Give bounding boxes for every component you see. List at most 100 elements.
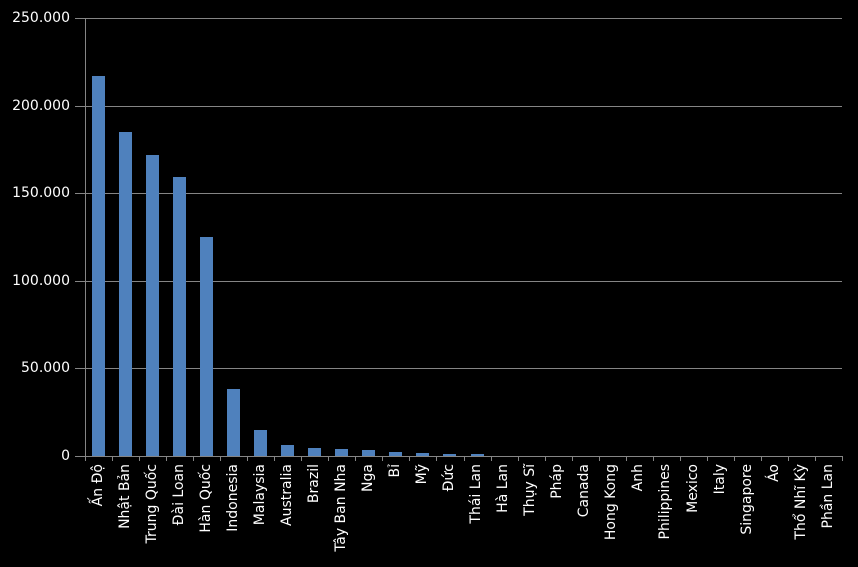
x-axis-category-slot: Hà Lan [490,464,517,513]
x-axis-tick [436,457,437,461]
x-axis-tick [382,457,383,461]
y-axis-tick [75,193,85,194]
x-axis-category-slot: Thụy Sĩ [518,464,545,516]
x-axis-tick [761,457,762,461]
x-axis-category-slot: Pháp [545,464,572,499]
x-axis-tick [274,457,275,461]
x-axis-tick [815,457,816,461]
x-axis-category-label: Thổ Nhĩ Kỳ [792,464,809,540]
x-axis-tick [247,457,248,461]
x-axis-tick [85,457,86,461]
bar [471,454,484,456]
x-axis-category-slot: Đài Loan [166,464,193,525]
x-axis-category-label: Anh [630,464,647,492]
x-axis-tick [301,457,302,461]
x-axis-category-slot: Đức [436,464,463,491]
x-axis-category-label: Indonesia [224,464,241,532]
x-axis-tick [328,457,329,461]
x-axis-category-label: Bỉ [387,464,404,478]
x-axis-category-slot: Mexico [680,464,707,513]
bar [335,449,348,456]
y-axis-tick [75,456,85,457]
x-axis-tick [707,457,708,461]
x-axis-category-slot: Singapore [734,464,761,535]
x-axis-tick [599,457,600,461]
x-axis-category-slot: Anh [626,464,653,491]
y-axis-tick-label: 0 [61,448,70,464]
x-axis-line [85,456,843,457]
x-axis-tick [193,457,194,461]
gridline [85,368,842,369]
y-axis-tick-label: 200.000 [12,98,70,114]
x-axis-tick [626,457,627,461]
x-axis-category-label: Malaysia [252,464,268,526]
x-axis-category-label: Philippines [657,464,674,540]
y-axis-tick [75,106,85,107]
x-axis-tick [680,457,681,461]
x-axis-category-label: Mỹ [414,464,431,485]
gridline [85,18,842,19]
x-axis-category-label: Australia [279,464,296,526]
x-axis-category-slot: Áo [761,464,788,482]
bar [173,177,186,456]
gridline [85,193,842,194]
x-axis-category-label: Pháp [549,464,566,499]
x-axis-category-slot: Ấn Độ [85,464,112,506]
x-axis-category-slot: Thái Lan [463,464,490,524]
bar [416,453,429,456]
x-axis-category-slot: Bỉ [382,464,409,478]
x-axis-category-slot: Indonesia [220,464,247,532]
y-axis-tick-label: 250.000 [12,10,70,26]
x-axis-tick [545,457,546,461]
x-axis-tick [788,457,789,461]
x-axis-tick [166,457,167,461]
bar [146,155,159,456]
x-axis-category-label: Canada [576,464,593,518]
gridline [85,106,842,107]
y-axis-tick-label: 100.000 [12,273,70,289]
x-axis-category-slot: Trung Quốc [139,464,166,544]
x-axis-category-slot: Hàn Quốc [193,464,220,533]
x-axis-category-label: Phần Lan [819,464,836,529]
x-axis-category-slot: Tây Ban Nha [328,464,355,552]
x-axis-category-label: Italy [711,464,728,495]
x-axis-category-slot: Italy [707,464,734,494]
x-axis-tick [734,457,735,461]
bar [119,132,132,456]
x-axis-tick [112,457,113,461]
x-axis-labels: Ấn Độ Nhật Bản Trung Quốc Đài Loan Hàn Quốc I… [85,464,842,564]
x-axis-category-slot: Nga [355,464,382,492]
x-axis-tick [355,457,356,461]
bar [281,445,294,456]
x-axis-category-label: Áo [765,464,782,482]
x-axis-tick [409,457,410,461]
x-axis-category-label: Hàn Quốc [197,464,214,533]
x-axis-category-label: Tây Ban Nha [333,464,350,552]
x-axis-category-label: Thái Lan [468,464,485,524]
x-axis-category-label: Đài Loan [170,464,187,526]
gridline [85,281,842,282]
bar [227,389,240,456]
bar [200,237,213,456]
x-axis-tick [572,457,573,461]
bar [362,450,375,456]
bars-layer [85,18,842,456]
x-axis-category-slot: Thổ Nhĩ Kỳ [788,464,815,540]
x-axis-category-label: Brazil [306,464,323,504]
x-axis-tick [139,457,140,461]
y-axis-line [85,18,86,457]
x-axis-category-label: Nga [360,464,377,492]
bar [308,448,321,456]
x-axis-tick [842,457,843,461]
x-axis-tick [491,457,492,461]
x-axis-category-label: Nhật Bản [116,464,133,529]
x-axis-tick [220,457,221,461]
x-axis-category-label: Đức [441,464,458,492]
x-axis-category-label: Hong Kong [603,464,620,541]
x-axis-category-slot: Malaysia [247,464,274,525]
bar [443,454,456,456]
x-axis-category-label: Mexico [684,464,701,513]
x-axis-category-label: Ấn Độ [89,464,106,507]
x-axis-category-label: Hà Lan [495,464,512,513]
